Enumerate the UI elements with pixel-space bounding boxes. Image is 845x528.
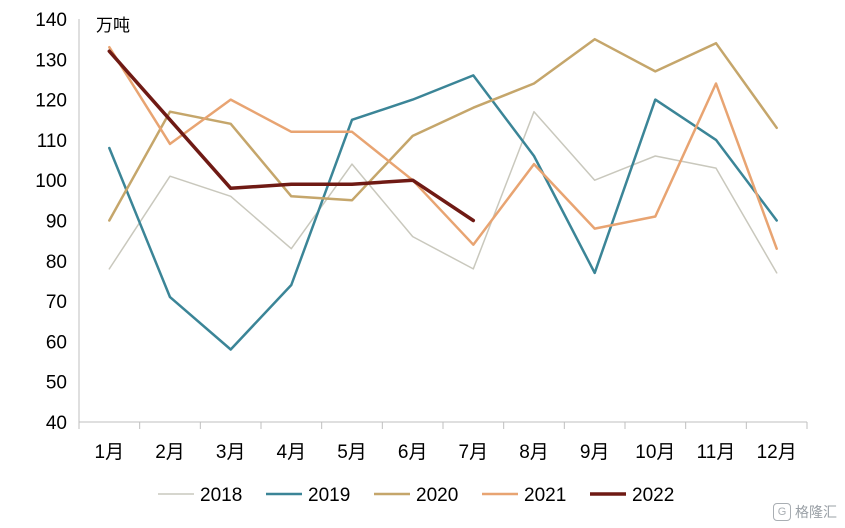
legend-label-2021: 2021 xyxy=(524,485,566,506)
series-line-2020 xyxy=(108,37,778,222)
y-tick-label: 40 xyxy=(46,413,67,434)
y-axis: 40 50 60 70 80 90 100 110 120 130 140 xyxy=(35,10,80,434)
y-tick-label: 50 xyxy=(46,373,67,394)
y-unit-label: 万吨 xyxy=(96,16,130,35)
y-tick-label: 70 xyxy=(46,292,67,313)
legend-label-2020: 2020 xyxy=(416,485,458,506)
series-line-2019 xyxy=(108,74,778,351)
x-axis: 1月 2月 3月 4月 5月 6月 7月 8月 9月 10月 11月 12月 xyxy=(78,421,808,463)
x-tick-label: 3月 xyxy=(216,442,246,463)
series-line-2018 xyxy=(108,110,778,274)
x-tick-label: 11月 xyxy=(697,442,736,463)
series-lines xyxy=(107,37,778,351)
y-tick-label: 130 xyxy=(35,50,67,71)
series-line-2022 xyxy=(107,49,476,223)
y-tick-label: 110 xyxy=(37,131,67,152)
x-tick-label: 1月 xyxy=(95,442,125,463)
y-tick-label: 100 xyxy=(35,171,67,192)
x-tick-label: 9月 xyxy=(580,442,610,463)
x-tick-label: 7月 xyxy=(459,442,489,463)
y-tick-label: 120 xyxy=(35,91,67,112)
y-tick-label: 90 xyxy=(46,212,67,233)
legend: 2018 2019 2020 2021 2022 xyxy=(158,485,674,506)
y-tick-label: 80 xyxy=(46,252,67,273)
x-tick-label: 4月 xyxy=(277,442,307,463)
watermark: G 格隆汇 xyxy=(773,502,837,522)
legend-label-2022: 2022 xyxy=(632,485,674,506)
x-tick-label: 5月 xyxy=(337,442,367,463)
series-line-2021 xyxy=(108,45,778,250)
y-tick-label: 140 xyxy=(35,10,67,31)
legend-label-2018: 2018 xyxy=(200,485,242,506)
watermark-text: 格隆汇 xyxy=(795,504,837,520)
x-tick-label: 6月 xyxy=(398,442,428,463)
x-tick-label: 10月 xyxy=(635,442,675,463)
x-tick-label: 12月 xyxy=(757,442,797,463)
x-tick-label: 8月 xyxy=(519,442,549,463)
watermark-logo-icon: G xyxy=(773,503,791,521)
legend-label-2019: 2019 xyxy=(308,485,350,506)
y-tick-label: 60 xyxy=(46,332,67,353)
x-tick-label: 2月 xyxy=(155,442,185,463)
